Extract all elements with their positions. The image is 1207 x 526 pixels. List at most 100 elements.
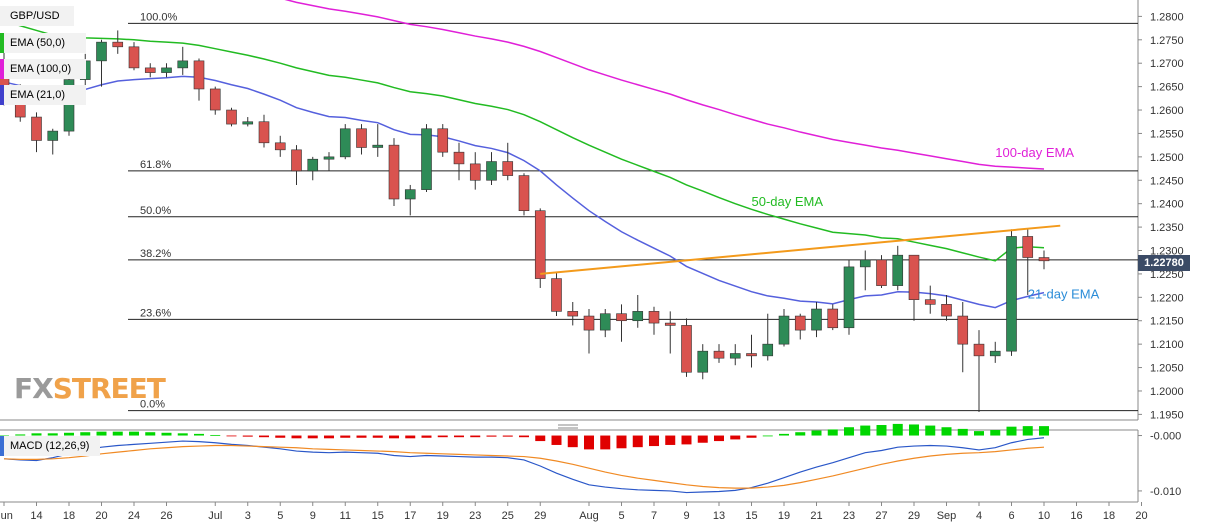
x-tick-label-5: 26 bbox=[160, 510, 172, 522]
macd-bar-55 bbox=[892, 423, 903, 436]
legend-ema21[interactable]: EMA (21,0) bbox=[0, 85, 86, 105]
candle-body-63 bbox=[1022, 236, 1034, 258]
annotation-0: 100-day EMA bbox=[995, 145, 1074, 160]
x-tick-label-3: 20 bbox=[95, 510, 107, 522]
macd-bar-5 bbox=[80, 432, 91, 436]
candle-body-36 bbox=[583, 315, 595, 331]
candle-body-52 bbox=[843, 266, 855, 329]
x-tick-label-34: 20 bbox=[1135, 510, 1147, 522]
candle-body-25 bbox=[404, 189, 416, 200]
candle-body-50 bbox=[811, 308, 822, 331]
x-tick-label-19: 7 bbox=[651, 510, 657, 522]
macd-bar-62 bbox=[1006, 426, 1017, 436]
resistance-trendline bbox=[540, 224, 1061, 275]
candle-body-10 bbox=[161, 67, 172, 73]
macd-bar-3 bbox=[47, 433, 58, 436]
x-tick-label-18: 5 bbox=[618, 510, 624, 522]
fib-label-1: 61.8% bbox=[140, 159, 171, 171]
macd-bar-51 bbox=[827, 429, 838, 436]
candle-body-23 bbox=[372, 144, 384, 148]
candle-body-40 bbox=[648, 311, 660, 324]
macd-legend[interactable]: MACD (12,26,9) bbox=[0, 436, 100, 456]
x-tick-label-1: 14 bbox=[30, 510, 42, 522]
x-tick-label-29: 4 bbox=[976, 510, 982, 522]
macd-bar-34 bbox=[551, 435, 562, 445]
macd-bar-36 bbox=[584, 435, 594, 450]
macd-bar-2 bbox=[31, 433, 42, 436]
macd-bar-24 bbox=[389, 435, 399, 439]
legend-ema50[interactable]: EMA (50,0) bbox=[0, 33, 86, 53]
y-tick-label-0: 1.2800 bbox=[1150, 11, 1184, 23]
candle-body-7 bbox=[112, 41, 124, 48]
y-tick-label-16: 1.2000 bbox=[1150, 386, 1184, 398]
y-tick-label-2: 1.2700 bbox=[1150, 58, 1184, 70]
x-tick-label-2: 18 bbox=[63, 510, 75, 522]
fib-label-4: 23.6% bbox=[140, 307, 171, 319]
y-tick-label-4: 1.2600 bbox=[1150, 105, 1184, 117]
legend-ema100-text: EMA (100,0) bbox=[10, 63, 72, 75]
ema100-line bbox=[284, 0, 1045, 170]
candle-body-60 bbox=[973, 343, 985, 357]
macd-bar-21 bbox=[340, 435, 351, 438]
macd-bar-46 bbox=[746, 435, 757, 438]
candle-body-34 bbox=[551, 278, 562, 312]
macd-bar-49 bbox=[795, 432, 806, 436]
candle-body-57 bbox=[924, 299, 936, 305]
macd-bar-59 bbox=[957, 428, 968, 436]
macd-panel: -0.000 -0.010 bbox=[0, 423, 1181, 503]
current-price-tag: 1.22780 bbox=[1138, 255, 1190, 271]
macd-bar-64 bbox=[1039, 426, 1049, 436]
macd-bar-8 bbox=[129, 431, 139, 436]
macd-bar-56 bbox=[909, 424, 919, 436]
candle-body-6 bbox=[96, 41, 107, 62]
x-tick-label-13: 19 bbox=[437, 510, 449, 522]
candle-body-46 bbox=[746, 353, 757, 357]
x-tick-label-27: 29 bbox=[908, 510, 920, 522]
x-tick-label-11: 15 bbox=[372, 510, 384, 522]
x-tick-label-23: 19 bbox=[778, 510, 790, 522]
y-tick-label-17: 1.1950 bbox=[1150, 409, 1184, 421]
ema50-line bbox=[3, 20, 1045, 262]
candle-body-42 bbox=[681, 325, 692, 373]
ema21-line bbox=[3, 75, 1045, 309]
candle-body-49 bbox=[794, 315, 806, 331]
macd-bar-29 bbox=[470, 435, 481, 438]
candle-body-56 bbox=[908, 254, 920, 300]
macd-bar-41 bbox=[665, 435, 676, 445]
symbol-label[interactable]: GBP/USD bbox=[0, 6, 74, 26]
x-tick-label-4: 24 bbox=[128, 510, 140, 522]
macd-bar-37 bbox=[600, 435, 611, 450]
x-tick-label-17: Aug bbox=[579, 510, 599, 522]
candle-body-13 bbox=[209, 88, 221, 111]
y-tick-label-3: 1.2650 bbox=[1150, 82, 1184, 94]
legend-ema100[interactable]: EMA (100,0) bbox=[0, 59, 86, 79]
candle-body-26 bbox=[421, 128, 432, 190]
macd-bar-15 bbox=[242, 435, 253, 437]
candle-body-37 bbox=[599, 313, 611, 331]
candle-body-20 bbox=[323, 156, 335, 160]
macd-bar-54 bbox=[876, 425, 887, 436]
y-tick-label-11: 1.2250 bbox=[1150, 269, 1184, 281]
logo-fx: FX bbox=[14, 372, 54, 405]
candle-body-19 bbox=[307, 158, 319, 172]
x-tick-label-28: Sep bbox=[937, 510, 957, 522]
macd-bar-45 bbox=[730, 435, 741, 440]
x-tick-label-6: Jul bbox=[208, 510, 222, 522]
candle-body-31 bbox=[502, 161, 514, 176]
y-tick-label-13: 1.2150 bbox=[1150, 316, 1184, 328]
candle-body-12 bbox=[193, 60, 205, 90]
macd-bar-10 bbox=[161, 432, 172, 436]
fib-label-0: 100.0% bbox=[140, 11, 178, 23]
candle-body-9 bbox=[144, 67, 156, 73]
candle-body-2 bbox=[31, 116, 42, 141]
candle-body-44 bbox=[713, 350, 725, 359]
candle-body-45 bbox=[729, 353, 741, 359]
macd-bar-20 bbox=[324, 435, 334, 439]
candle-body-29 bbox=[469, 163, 481, 181]
macd-y-label-0: -0.000 bbox=[1150, 431, 1181, 443]
macd-bar-48 bbox=[779, 433, 789, 436]
candle-body-24 bbox=[388, 144, 400, 200]
x-tick-label-20: 9 bbox=[683, 510, 689, 522]
ema-lines bbox=[3, 0, 1045, 309]
x-tick-label-32: 16 bbox=[1070, 510, 1082, 522]
